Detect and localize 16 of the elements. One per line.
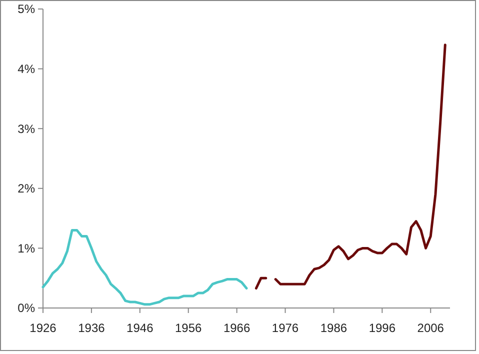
y-tick-label: 3%	[18, 122, 36, 136]
line-series	[42, 229, 248, 306]
x-tick-label: 1946	[126, 321, 154, 335]
y-tick-label: 5%	[18, 2, 36, 16]
x-tick-label: 2006	[417, 321, 444, 335]
x-tick-label: 1936	[78, 321, 106, 335]
x-tick-label: 1966	[223, 321, 250, 335]
y-tick-label: 0%	[18, 301, 36, 316]
x-tick-label: 1976	[272, 321, 299, 335]
y-tick-label: 4%	[18, 62, 36, 76]
y-tick-label: 1%	[18, 241, 36, 256]
x-tick-label: 1956	[175, 321, 202, 335]
y-tick-label: 2%	[18, 182, 36, 196]
x-tick-label: 1986	[320, 321, 348, 335]
x-tick-label: 1926	[30, 321, 57, 335]
x-tick-label: 1996	[368, 321, 396, 335]
